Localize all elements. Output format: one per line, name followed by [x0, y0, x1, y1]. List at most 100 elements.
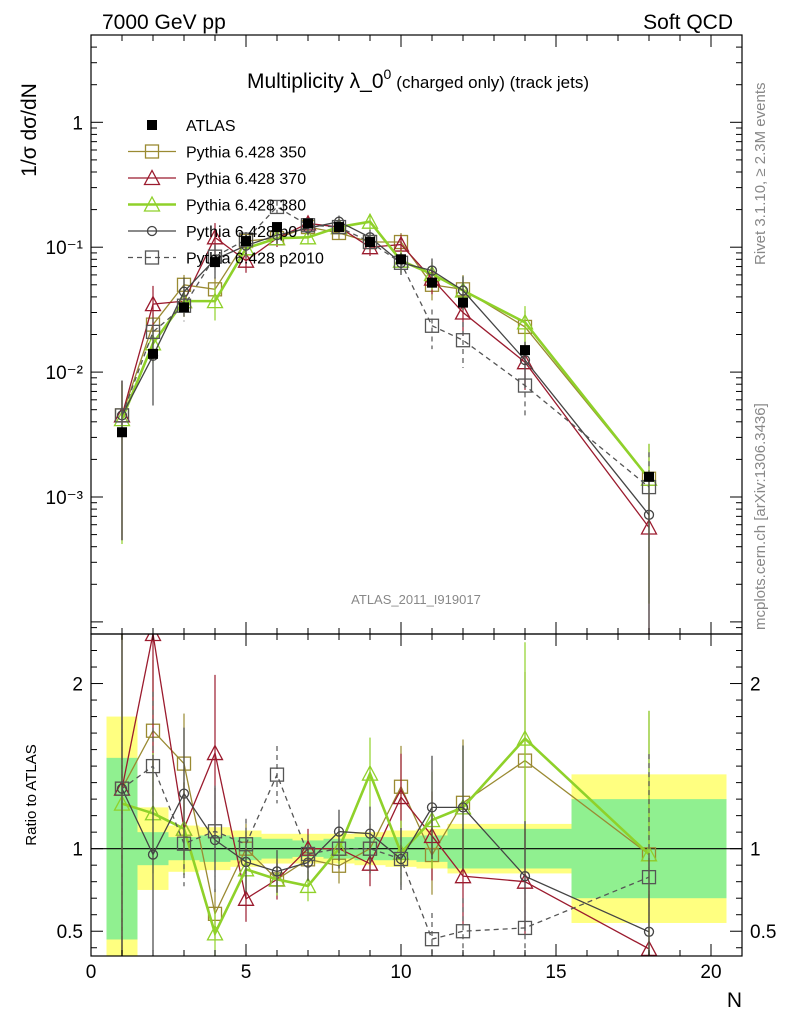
data-point — [210, 257, 220, 268]
ratio-point — [238, 837, 254, 852]
ratio-point — [424, 932, 440, 947]
legend: ATLAS Pythia 6.428 350 Pythia 6.428 370 Pyt… — [128, 118, 324, 268]
ratio-tick-label: 1 — [72, 840, 83, 861]
series-point — [269, 199, 285, 215]
rivet-label: Rivet 3.1.10, ≥ 2.3M events — [752, 83, 769, 266]
legend-label: Pythia 6.428 350 — [186, 145, 306, 162]
ratio-point — [641, 869, 657, 885]
ratio-point — [331, 841, 347, 856]
legend-label: Pythia 6.428 p2010 — [186, 251, 324, 268]
header-right: Soft QCD — [643, 11, 733, 34]
legend-marker — [143, 169, 161, 186]
ratio-point — [333, 826, 345, 837]
ratio-tick-label-right: 0.5 — [750, 922, 776, 943]
legend-marker — [144, 144, 160, 159]
x-tick-label: 0 — [86, 962, 97, 983]
ratio-tick-label-right: 2 — [750, 675, 761, 696]
data-point — [272, 222, 282, 233]
data-point — [458, 297, 468, 308]
series-point — [206, 228, 224, 245]
series-point — [238, 232, 254, 247]
header-left: 7000 GeV pp — [102, 11, 226, 34]
series-point — [454, 303, 472, 320]
y-tick-label: 10⁻² — [46, 363, 84, 384]
series-point — [516, 313, 534, 330]
y-axis-label: 1/σ dσ/dN — [18, 83, 41, 177]
ratio-point — [395, 853, 407, 865]
title-main: Multiplicity λ_0 — [247, 70, 384, 93]
site-label: mcplots.cern.ch [arXiv:1306.3436] — [752, 403, 769, 630]
y-tick-label: 10⁻¹ — [46, 238, 84, 259]
ratio-point — [114, 781, 130, 796]
data-point — [117, 427, 127, 438]
legend-label: Pythia 6.428 p0 — [186, 224, 297, 241]
data-point — [396, 254, 406, 265]
data-point — [427, 277, 437, 288]
analysis-label: ATLAS_2011_I919017 — [351, 592, 481, 607]
ratio-point — [269, 767, 285, 782]
x-tick-label: 10 — [390, 962, 411, 983]
ratio-tick-label-right: 1 — [750, 840, 761, 861]
ratio-point — [517, 920, 533, 936]
ratio-point — [144, 634, 162, 642]
ratio-point — [207, 824, 223, 839]
ratio-frame — [90, 633, 743, 957]
title-suffix: (charged only) (track jets) — [396, 73, 589, 92]
chart-title: Multiplicity λ_00 (charged only) (track j… — [247, 66, 589, 93]
series-line-ratio — [121, 765, 650, 940]
ratio-point — [178, 788, 190, 799]
ratio-point — [455, 924, 471, 939]
ratio-point — [299, 877, 317, 894]
ratio-point — [237, 889, 255, 906]
data-point — [241, 236, 251, 247]
x-tick-label: 5 — [241, 962, 252, 983]
series-point — [145, 324, 161, 340]
ratio-point — [426, 802, 438, 813]
ratio-point — [271, 866, 283, 877]
series-point — [299, 228, 317, 245]
ratio-point — [206, 744, 224, 761]
series-point — [424, 318, 440, 333]
ratio-point — [361, 764, 379, 781]
data-point — [303, 218, 313, 229]
x-tick-label: 15 — [545, 962, 566, 983]
series-point — [457, 285, 469, 296]
y-tick-label: 10⁻³ — [46, 488, 84, 509]
legend-label: ATLAS — [186, 118, 236, 135]
legend-marker — [144, 250, 160, 265]
ratio-point — [516, 729, 534, 746]
ratio-point — [300, 846, 316, 862]
ratio-point — [393, 851, 409, 867]
series-line-main — [121, 206, 650, 488]
ratio-point — [206, 924, 224, 941]
series-point — [519, 354, 531, 366]
series-point — [237, 251, 255, 268]
legend-marker — [143, 195, 161, 212]
series-point — [144, 295, 162, 312]
ratio-plot-area — [91, 634, 742, 956]
series-line-main — [121, 221, 650, 516]
legend-marker — [147, 120, 157, 130]
ratio-point — [302, 857, 314, 868]
series-point — [331, 219, 347, 235]
legend-label: Pythia 6.428 370 — [186, 171, 306, 188]
title-superscript: 0 — [384, 66, 392, 82]
y-tick-label: 1 — [72, 113, 83, 134]
ratio-point — [519, 871, 531, 882]
data-point — [334, 222, 344, 233]
data-point — [365, 237, 375, 248]
main-plot-area — [113, 199, 658, 634]
data-point — [644, 471, 654, 482]
svg-text:Multiplicity λ_00(charged only: Multiplicity λ_00 (charged only) (track j… — [247, 66, 589, 93]
ratio-point — [454, 867, 472, 884]
ratio-point — [457, 802, 469, 813]
x-axis-label: N — [727, 989, 742, 1012]
series-line-ratio — [121, 634, 650, 950]
ratio-point — [116, 783, 128, 794]
series-point — [517, 378, 533, 393]
series-line-ratio — [121, 788, 650, 933]
series-point — [455, 333, 471, 348]
ratio-point — [147, 849, 159, 860]
ratio-point — [364, 828, 376, 839]
